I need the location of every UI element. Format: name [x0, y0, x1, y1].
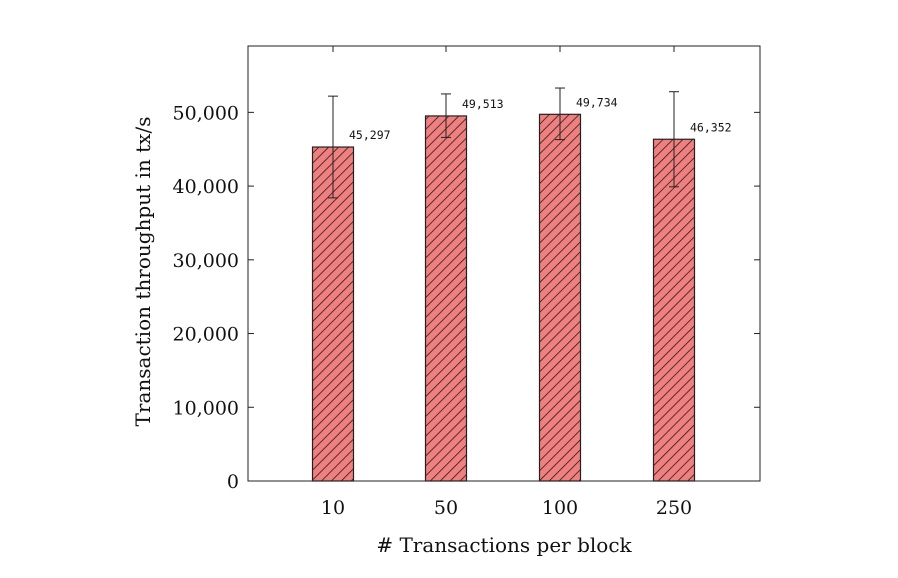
x-tick-label-3: 250: [656, 497, 692, 519]
y-tick-label-3: 30,000: [173, 250, 239, 272]
y-tick-label-2: 20,000: [173, 324, 239, 346]
y-tick-label-1: 10,000: [173, 397, 239, 419]
y-tick-label-5: 50,000: [173, 102, 239, 124]
bar-50: [424, 115, 468, 482]
x-tick-label-2: 100: [542, 497, 578, 519]
bar-250: [652, 138, 696, 482]
x-tick-label-1: 50: [434, 497, 458, 519]
bar-100: [538, 113, 582, 482]
plot-frame: [247, 45, 761, 482]
value-label-50: 49,513: [462, 97, 504, 111]
x-tick-label-0: 10: [321, 497, 345, 519]
bar-10: [311, 146, 355, 482]
value-label-250: 46,352: [690, 120, 732, 134]
plot-area: 0 10,000 20,000 30,000 40,000 50,000 10 50 100 25…: [173, 45, 761, 519]
y-tick-label-0: 0: [227, 471, 239, 493]
y-axis-title: Transaction throughput in tx/s: [131, 117, 155, 427]
value-label-10: 45,297: [349, 128, 391, 142]
y-tick-label-4: 40,000: [173, 176, 239, 198]
value-label-100: 49,734: [576, 95, 618, 109]
x-axis-title: # Transactions per block: [376, 533, 632, 557]
